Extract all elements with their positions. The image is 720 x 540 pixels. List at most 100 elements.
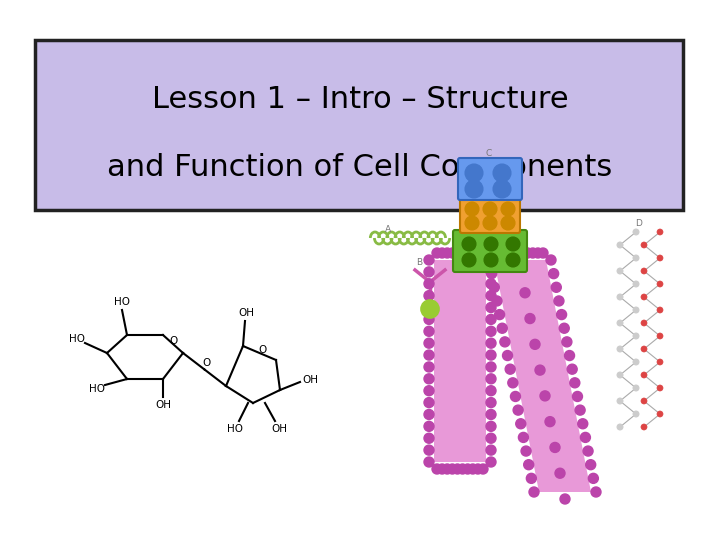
Text: C: C [485, 149, 491, 158]
Circle shape [432, 248, 442, 258]
Circle shape [424, 350, 434, 360]
Circle shape [549, 268, 559, 279]
Circle shape [557, 309, 567, 320]
Polygon shape [494, 260, 591, 492]
Circle shape [633, 229, 639, 235]
Circle shape [437, 464, 447, 474]
Circle shape [657, 229, 663, 235]
Circle shape [617, 268, 623, 274]
Circle shape [478, 248, 488, 258]
Circle shape [424, 386, 434, 396]
Circle shape [468, 248, 478, 258]
Circle shape [562, 337, 572, 347]
Circle shape [424, 433, 434, 443]
Circle shape [486, 326, 496, 336]
Circle shape [497, 248, 507, 258]
Circle shape [424, 457, 434, 467]
Circle shape [526, 474, 536, 483]
Circle shape [617, 320, 623, 326]
Text: O: O [169, 336, 177, 346]
Circle shape [564, 350, 575, 361]
Circle shape [506, 237, 520, 251]
Circle shape [583, 446, 593, 456]
Circle shape [424, 338, 434, 348]
Circle shape [633, 255, 639, 261]
Circle shape [540, 391, 550, 401]
FancyBboxPatch shape [458, 158, 522, 200]
Circle shape [492, 296, 502, 306]
Text: and Function of Cell Components: and Function of Cell Components [107, 153, 613, 183]
Circle shape [486, 374, 496, 384]
Circle shape [465, 202, 479, 216]
Circle shape [570, 378, 580, 388]
Circle shape [486, 338, 496, 348]
FancyBboxPatch shape [460, 197, 520, 233]
Circle shape [424, 362, 434, 372]
Circle shape [617, 294, 623, 300]
Circle shape [567, 364, 577, 374]
Circle shape [424, 397, 434, 408]
Circle shape [580, 433, 590, 442]
Circle shape [486, 279, 496, 289]
Circle shape [641, 346, 647, 352]
Circle shape [535, 365, 545, 375]
Circle shape [493, 164, 511, 182]
Circle shape [641, 398, 647, 404]
Circle shape [555, 468, 565, 478]
Circle shape [617, 242, 623, 248]
Circle shape [463, 248, 472, 258]
Circle shape [486, 362, 496, 372]
Circle shape [591, 487, 601, 497]
Circle shape [468, 464, 478, 474]
Circle shape [657, 411, 663, 417]
Circle shape [641, 372, 647, 378]
Circle shape [572, 392, 582, 401]
Circle shape [633, 333, 639, 339]
Circle shape [520, 288, 530, 298]
Circle shape [486, 255, 496, 265]
Circle shape [424, 314, 434, 325]
Text: B: B [416, 258, 422, 267]
Circle shape [478, 464, 488, 474]
FancyBboxPatch shape [453, 230, 527, 272]
FancyBboxPatch shape [35, 40, 683, 210]
Circle shape [452, 248, 462, 258]
Circle shape [473, 248, 483, 258]
Circle shape [487, 268, 497, 279]
Circle shape [588, 474, 598, 483]
Circle shape [525, 314, 535, 323]
Circle shape [495, 309, 505, 320]
Circle shape [424, 267, 434, 277]
Circle shape [510, 392, 521, 401]
Circle shape [633, 307, 639, 313]
Circle shape [424, 445, 434, 455]
Circle shape [462, 253, 476, 267]
Circle shape [486, 409, 496, 420]
Circle shape [617, 424, 623, 430]
Circle shape [432, 464, 442, 474]
Circle shape [465, 180, 483, 198]
Circle shape [641, 294, 647, 300]
Circle shape [633, 359, 639, 365]
Circle shape [641, 242, 647, 248]
Text: O: O [258, 345, 266, 355]
Circle shape [500, 337, 510, 347]
Circle shape [657, 255, 663, 261]
Circle shape [424, 421, 434, 431]
Circle shape [463, 464, 472, 474]
Circle shape [503, 350, 513, 361]
Circle shape [473, 464, 483, 474]
Circle shape [518, 248, 528, 258]
Text: OH: OH [238, 308, 254, 318]
Circle shape [516, 418, 526, 429]
Circle shape [518, 433, 528, 442]
Circle shape [452, 464, 462, 474]
Circle shape [528, 248, 538, 258]
Text: HO: HO [227, 424, 243, 434]
Circle shape [486, 291, 496, 301]
Circle shape [486, 386, 496, 396]
Circle shape [552, 282, 562, 292]
Circle shape [465, 164, 483, 182]
Circle shape [424, 291, 434, 301]
Circle shape [424, 409, 434, 420]
